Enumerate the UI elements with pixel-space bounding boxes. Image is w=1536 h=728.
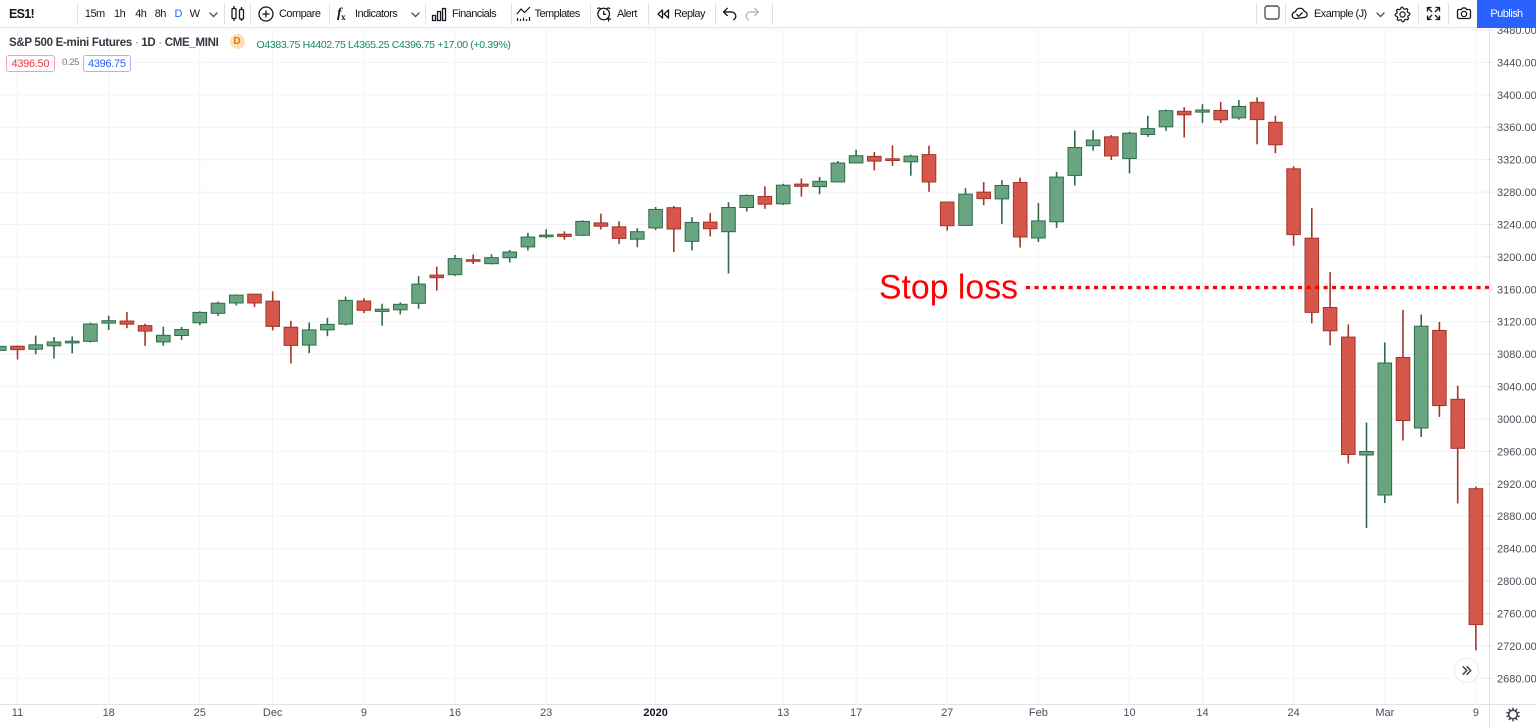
- svg-text:27: 27: [941, 707, 953, 719]
- svg-text:2840.00: 2840.00: [1497, 544, 1536, 556]
- svg-text:11: 11: [12, 707, 23, 719]
- svg-text:18: 18: [103, 707, 115, 719]
- svg-text:10: 10: [1123, 707, 1135, 719]
- svg-text:3160.00: 3160.00: [1497, 284, 1536, 296]
- svg-text:23: 23: [540, 707, 552, 719]
- svg-text:14: 14: [1196, 707, 1208, 719]
- svg-text:3480.00: 3480.00: [1497, 25, 1536, 37]
- svg-text:Mar: Mar: [1375, 707, 1394, 719]
- svg-text:3200.00: 3200.00: [1497, 252, 1536, 264]
- svg-text:13: 13: [777, 707, 789, 719]
- svg-text:3440.00: 3440.00: [1497, 57, 1536, 69]
- svg-text:Feb: Feb: [1029, 707, 1048, 719]
- svg-text:2760.00: 2760.00: [1497, 609, 1536, 621]
- svg-text:3000.00: 3000.00: [1497, 414, 1536, 426]
- svg-text:3400.00: 3400.00: [1497, 90, 1536, 102]
- svg-text:3320.00: 3320.00: [1497, 155, 1536, 167]
- svg-text:25: 25: [194, 707, 206, 719]
- svg-text:2920.00: 2920.00: [1497, 479, 1536, 491]
- svg-text:2020: 2020: [643, 707, 667, 719]
- svg-text:24: 24: [1287, 707, 1299, 719]
- svg-text:3120.00: 3120.00: [1497, 317, 1536, 329]
- svg-text:2800.00: 2800.00: [1497, 576, 1536, 588]
- svg-text:Stop loss: Stop loss: [879, 269, 1018, 307]
- svg-text:9: 9: [1473, 707, 1479, 719]
- svg-text:Dec: Dec: [263, 707, 283, 719]
- svg-text:2680.00: 2680.00: [1497, 673, 1536, 685]
- svg-text:3040.00: 3040.00: [1497, 382, 1536, 394]
- svg-text:2720.00: 2720.00: [1497, 641, 1536, 653]
- svg-text:2880.00: 2880.00: [1497, 511, 1536, 523]
- svg-text:3240.00: 3240.00: [1497, 220, 1536, 232]
- svg-text:9: 9: [361, 707, 367, 719]
- svg-text:3360.00: 3360.00: [1497, 122, 1536, 134]
- svg-text:2960.00: 2960.00: [1497, 446, 1536, 458]
- svg-text:3280.00: 3280.00: [1497, 187, 1536, 199]
- svg-text:17: 17: [850, 707, 862, 719]
- svg-text:16: 16: [449, 707, 461, 719]
- svg-text:3080.00: 3080.00: [1497, 349, 1536, 361]
